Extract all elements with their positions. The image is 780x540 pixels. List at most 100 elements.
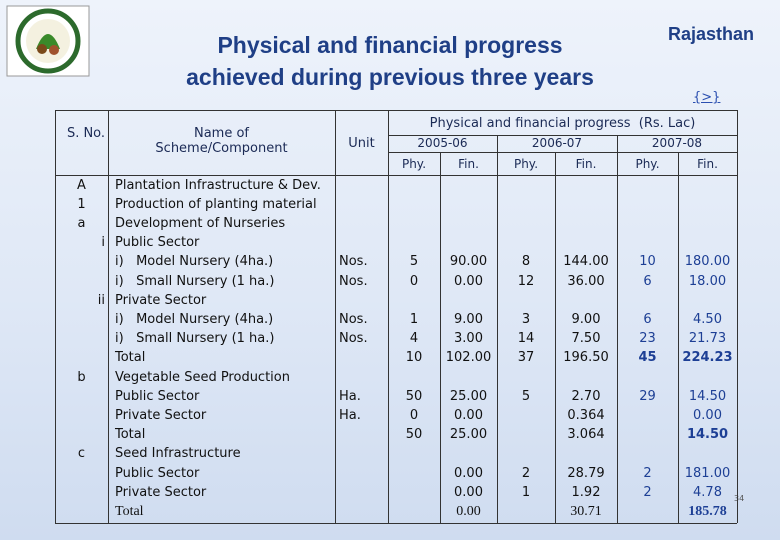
table-cell: 0.00 bbox=[454, 407, 483, 423]
table-border bbox=[55, 110, 56, 523]
table-cell: 0.00 bbox=[693, 407, 722, 423]
unit: Ha. bbox=[339, 388, 361, 404]
table-cell: 9.00 bbox=[454, 311, 483, 327]
component-name: i) Model Nursery (4ha.) bbox=[115, 311, 274, 327]
table-cell: 28.79 bbox=[567, 465, 605, 481]
year-header: 2005-06 bbox=[417, 136, 468, 150]
table-cell: 10 bbox=[639, 254, 656, 270]
table-border bbox=[388, 152, 737, 153]
component-name: Seed Infrastructure bbox=[115, 446, 241, 462]
table-cell: 90.00 bbox=[449, 254, 488, 270]
year-header: 2006-07 bbox=[531, 136, 583, 150]
table-cell: 9.00 bbox=[571, 311, 601, 327]
table-cell: 102.00 bbox=[445, 350, 492, 366]
component-name: Total bbox=[115, 427, 146, 443]
table-border bbox=[55, 175, 737, 176]
component-name: i) Model Nursery (4ha.) bbox=[115, 254, 274, 270]
title: Physical and financial progress bbox=[217, 32, 563, 58]
serial-number: A bbox=[77, 177, 86, 193]
sub-header: Phy. bbox=[513, 157, 539, 171]
table-cell: 25.00 bbox=[449, 388, 488, 404]
table-cell: 36.00 bbox=[567, 273, 605, 289]
component-name: Public Sector bbox=[115, 235, 200, 251]
table-border bbox=[737, 110, 738, 523]
table-cell: 6 bbox=[643, 311, 652, 327]
component-name: Private Sector bbox=[115, 484, 207, 500]
table-cell: 224.23 bbox=[682, 350, 733, 366]
table-border bbox=[388, 110, 389, 523]
table-cell: 0.00 bbox=[456, 503, 481, 519]
table-border bbox=[678, 152, 679, 523]
column-header: S. No. bbox=[66, 126, 106, 141]
component-name: Private Sector bbox=[115, 407, 207, 423]
component-name: i) Small Nursery (1 ha.) bbox=[115, 331, 275, 347]
table-cell: 29 bbox=[639, 388, 656, 404]
table-cell: 3.00 bbox=[454, 331, 483, 347]
table-border bbox=[55, 110, 737, 111]
logo bbox=[6, 5, 90, 77]
table-cell: 14 bbox=[517, 331, 535, 347]
unit: Nos. bbox=[339, 254, 368, 270]
serial-number: b bbox=[77, 369, 86, 385]
component-name: Public Sector bbox=[115, 388, 200, 404]
table-cell: 37 bbox=[517, 350, 535, 366]
table-cell: 21.73 bbox=[688, 331, 727, 347]
table-cell: 0 bbox=[409, 273, 419, 289]
table-cell: 3 bbox=[521, 311, 531, 327]
table-border bbox=[497, 135, 498, 523]
table-cell: 0.00 bbox=[454, 273, 483, 289]
table-cell: 4.50 bbox=[693, 311, 722, 327]
table-cell: 5 bbox=[521, 388, 531, 404]
table-cell: 1 bbox=[521, 484, 531, 500]
table-cell: 0.00 bbox=[454, 484, 483, 500]
column-header: Unit bbox=[348, 136, 375, 151]
component-name: Public Sector bbox=[115, 465, 200, 481]
table-border bbox=[440, 152, 441, 523]
serial-number: ii bbox=[97, 292, 105, 308]
table-cell: 0.364 bbox=[567, 407, 605, 423]
table-border bbox=[388, 135, 737, 136]
group-header: Physical and financial progress (Rs. Lac… bbox=[429, 116, 696, 131]
sub-header: Fin. bbox=[575, 157, 597, 171]
table-border bbox=[335, 110, 336, 523]
table-cell: 1.92 bbox=[571, 484, 601, 500]
unit: Nos. bbox=[339, 331, 368, 347]
next-link[interactable]: {>} bbox=[693, 90, 721, 105]
table-cell: 2 bbox=[643, 484, 652, 500]
component-name: Production of planting material bbox=[115, 196, 317, 212]
component-name: Total bbox=[115, 503, 144, 519]
table-cell: 25.00 bbox=[449, 427, 488, 443]
table-cell: 181.00 bbox=[684, 465, 731, 481]
table-cell: 185.78 bbox=[688, 503, 727, 519]
sub-header: Fin. bbox=[697, 157, 718, 171]
table-border bbox=[555, 152, 556, 523]
table-border bbox=[108, 110, 109, 523]
component-name: Plantation Infrastructure & Dev. bbox=[115, 177, 321, 193]
component-name: Vegetable Seed Production bbox=[115, 369, 290, 385]
table-cell: 18.00 bbox=[688, 273, 727, 289]
sub-header: Fin. bbox=[458, 157, 479, 171]
page-number: 34 bbox=[734, 494, 745, 503]
title: achieved during previous three years bbox=[186, 64, 594, 90]
state-label: Rajasthan bbox=[668, 24, 755, 44]
table-border bbox=[55, 522, 737, 524]
table-cell: 180.00 bbox=[684, 254, 731, 270]
component-name: i) Small Nursery (1 ha.) bbox=[115, 273, 275, 289]
component-name: Total bbox=[115, 350, 146, 366]
sub-header: Phy. bbox=[635, 157, 660, 171]
serial-number: c bbox=[77, 446, 86, 462]
serial-number: a bbox=[77, 215, 86, 231]
table-cell: 2 bbox=[643, 465, 652, 481]
table-cell: 8 bbox=[521, 254, 531, 270]
table-cell: 50 bbox=[405, 427, 423, 443]
table-cell: 3.064 bbox=[567, 427, 605, 443]
serial-number: 1 bbox=[77, 196, 86, 212]
component-name: Private Sector bbox=[115, 292, 207, 308]
table-cell: 50 bbox=[405, 388, 423, 404]
table-cell: 196.50 bbox=[563, 350, 609, 366]
table-cell: 14.50 bbox=[688, 388, 727, 404]
table-cell: 45 bbox=[638, 350, 657, 366]
table-cell: 12 bbox=[517, 273, 535, 289]
